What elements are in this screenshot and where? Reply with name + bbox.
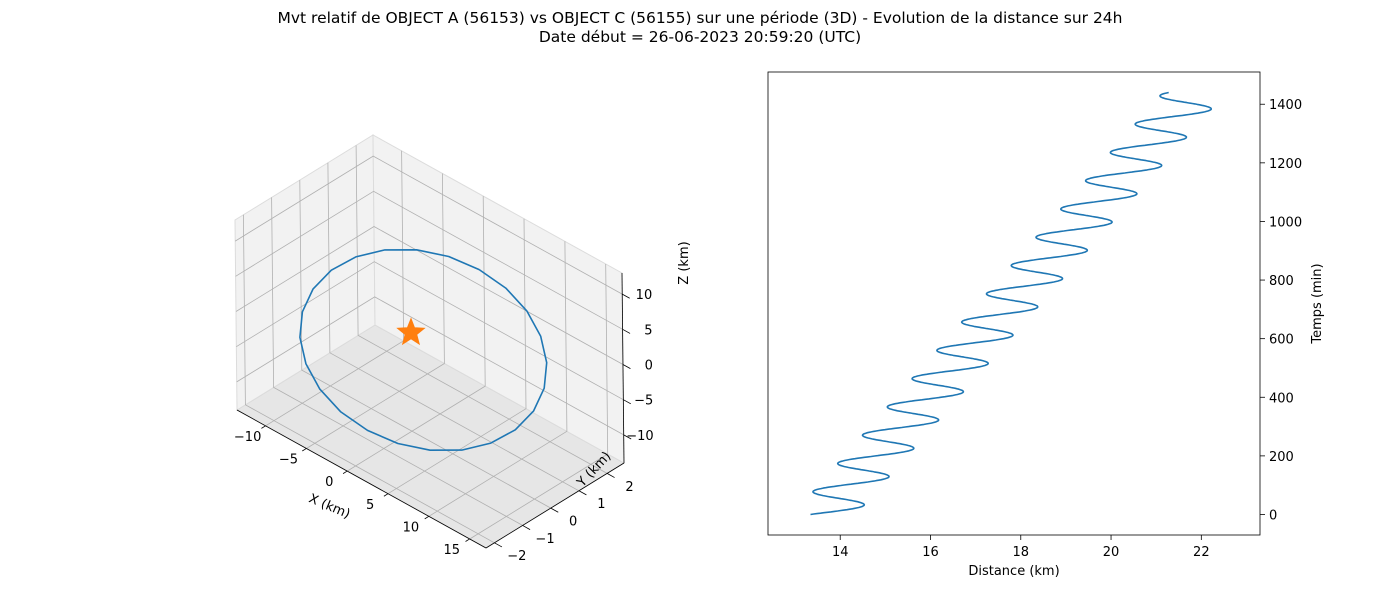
z-tick-label: 10 <box>636 288 653 303</box>
z-tick <box>622 328 631 334</box>
grid-line-x <box>428 241 568 517</box>
x-tick-label: 0 <box>325 475 333 490</box>
grid-line-y <box>355 145 608 474</box>
z-tick-label: 5 <box>644 323 652 338</box>
title-line-2: Date début = 26-06-2023 20:59:20 (UTC) <box>538 28 862 46</box>
y-tick <box>606 473 615 478</box>
y-tick-label: 600 <box>1269 333 1294 348</box>
y-tick-label: −1 <box>535 532 554 547</box>
z-tick <box>622 364 631 369</box>
x-tick-label: 15 <box>443 543 460 558</box>
figure-title: Mvt relatif de OBJECT A (56153) vs OBJEC… <box>0 9 1400 47</box>
relative-orbit-line <box>299 249 548 452</box>
x-tick-label: 5 <box>366 498 374 513</box>
x-tick <box>261 425 266 429</box>
grid-line-y <box>271 197 523 526</box>
z-tick <box>622 293 630 299</box>
y-tick-label: 0 <box>569 515 577 530</box>
x-tick <box>342 470 348 474</box>
x-tick-label: 18 <box>1012 545 1029 560</box>
grid-line-z <box>236 296 624 436</box>
grid-line-y <box>299 180 551 509</box>
title-line-1: Mvt relatif de OBJECT A (56153) vs OBJEC… <box>277 9 1123 27</box>
y-tick <box>550 507 559 513</box>
plot-2d: 14 16 18 20 22 0 200 400 600 800 1000 1200 1400 Dista… <box>767 71 1325 579</box>
y-tick-label: −2 <box>507 549 526 564</box>
y-tick-label: 800 <box>1269 274 1294 289</box>
y-tick <box>522 525 531 530</box>
grid-line-z <box>235 226 624 365</box>
x-tick-label: 10 <box>403 520 420 535</box>
y-tick-label: 2 <box>625 480 633 495</box>
x-tick <box>383 493 389 497</box>
grid-line-y <box>243 214 495 544</box>
y-tick-label: 1400 <box>1269 98 1302 113</box>
y-tick-label: 0 <box>1269 508 1277 523</box>
z-tick <box>623 434 632 440</box>
y-axis-line <box>485 462 625 549</box>
y-tick-label: 200 <box>1269 450 1294 465</box>
grid-line-z <box>235 190 623 330</box>
y-tick <box>494 542 503 548</box>
x-axis-label: Distance (km) <box>968 564 1059 579</box>
z-tick-label: 0 <box>645 358 653 373</box>
z-tick-label: −5 <box>634 394 653 409</box>
z-tick <box>623 399 631 405</box>
y-tick <box>578 490 587 496</box>
x-tick-label: −10 <box>234 430 261 445</box>
x-tick-label: 22 <box>1193 545 1210 560</box>
x-axis-label: X (km) <box>306 491 352 522</box>
y-tick-label: 1000 <box>1269 215 1302 230</box>
grid-line-y <box>327 162 580 492</box>
x-tick-label: 14 <box>832 545 849 560</box>
plot-frame <box>767 71 1261 536</box>
x-tick <box>465 538 470 542</box>
grid-line-x <box>469 263 609 540</box>
x-tick-label: −5 <box>279 453 298 468</box>
distance-series-line <box>810 91 1212 516</box>
y-tick-label: 400 <box>1269 391 1294 406</box>
x-tick <box>424 515 430 520</box>
grid-line-z <box>234 155 623 295</box>
x-tick <box>302 448 307 452</box>
x-tick-label: 16 <box>922 545 939 560</box>
y-axis-label: Temps (min) <box>1310 263 1325 344</box>
grid-line-x <box>387 218 527 495</box>
x-tick-label: 20 <box>1103 545 1120 560</box>
z-tick-label: −10 <box>626 429 653 444</box>
grid-line-x <box>346 196 486 472</box>
z-axis-line <box>621 272 625 464</box>
y-tick-label: 1200 <box>1269 157 1302 172</box>
object-star-marker <box>396 317 426 346</box>
y-tick-label: 1 <box>597 497 605 512</box>
z-axis-label: Z (km) <box>677 241 692 284</box>
grid-line-z <box>236 261 624 401</box>
x-axis-line <box>236 409 487 549</box>
